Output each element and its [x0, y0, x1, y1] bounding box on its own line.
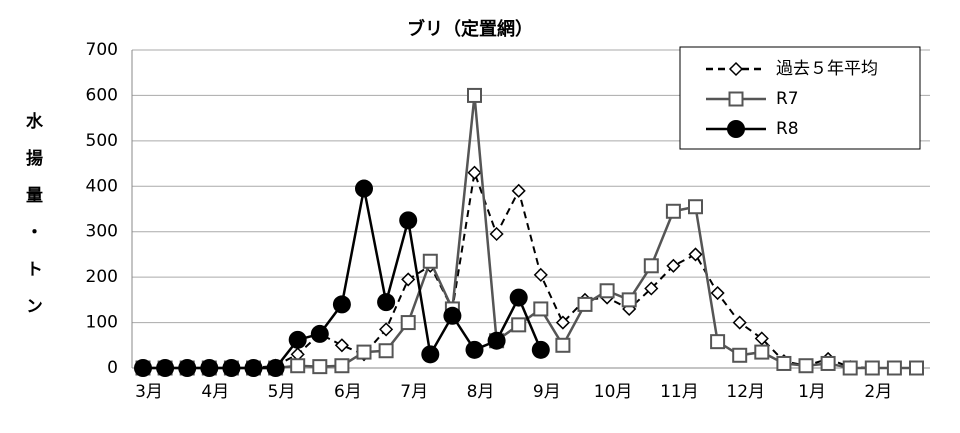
data-point [688, 247, 703, 262]
data-point [421, 345, 440, 364]
data-point [266, 359, 285, 377]
data-point [379, 322, 394, 337]
data-point [487, 331, 506, 350]
data-point [244, 359, 263, 377]
data-point [400, 315, 416, 331]
data-point [465, 340, 484, 359]
x-tick-label: 12月 [726, 382, 765, 402]
data-point [334, 338, 349, 353]
legend-label: R7 [776, 89, 799, 109]
data-point [222, 359, 241, 377]
data-point [643, 258, 659, 274]
data-point [489, 226, 504, 242]
data-point [555, 315, 570, 330]
data-point [531, 340, 550, 359]
chart-title: ブリ（定置網） [407, 18, 533, 40]
legend-marker [728, 61, 744, 77]
data-point [820, 355, 836, 371]
data-point [332, 295, 351, 314]
data-point [909, 360, 924, 376]
data-point [401, 272, 416, 287]
data-point [599, 283, 615, 299]
data-point [467, 165, 482, 180]
data-point [511, 183, 526, 198]
x-tick-label: 6月 [334, 382, 362, 402]
legend-marker [728, 91, 744, 107]
data-point [377, 293, 396, 312]
data-point [533, 301, 549, 317]
data-point [290, 358, 306, 374]
data-point [312, 359, 328, 375]
data-point [864, 360, 880, 376]
y-axis-label: 水揚量・トン [22, 112, 42, 334]
data-point [688, 199, 703, 215]
data-point [134, 359, 152, 377]
data-point [334, 358, 350, 374]
data-point [511, 317, 527, 333]
x-tick-label: 2月 [864, 382, 892, 402]
data-point [156, 359, 175, 377]
data-point [555, 337, 571, 353]
y-tick-label: 600 [86, 85, 118, 105]
x-tick-label: 5月 [268, 382, 296, 402]
data-point [577, 296, 593, 312]
data-point [509, 288, 528, 307]
data-point [467, 87, 482, 103]
y-tick-label: 400 [86, 176, 118, 196]
data-point [288, 330, 307, 349]
legend-marker [727, 120, 745, 138]
y-tick-label: 100 [86, 313, 118, 333]
x-tick-label: 10月 [594, 382, 633, 402]
data-point [178, 359, 197, 377]
data-point [644, 281, 659, 296]
data-point [356, 344, 372, 360]
y-tick-label: 200 [86, 267, 118, 287]
data-point [710, 334, 726, 350]
series-line [143, 168, 917, 369]
data-point [842, 360, 858, 376]
data-point [533, 267, 548, 282]
data-point [886, 360, 902, 376]
data-point [378, 343, 394, 359]
data-point [200, 359, 219, 377]
data-point [754, 344, 770, 360]
data-point [732, 347, 748, 363]
data-point [710, 285, 725, 301]
x-tick-label: 3月 [135, 382, 163, 402]
x-tick-label: 4月 [201, 382, 229, 402]
data-point [666, 258, 681, 273]
x-tick-label: 8月 [467, 382, 495, 402]
data-point [798, 358, 814, 374]
y-tick-label: 0 [107, 358, 118, 378]
x-tick-label: 7月 [400, 382, 428, 402]
data-point [754, 331, 769, 346]
legend-label: 過去５年平均 [776, 59, 878, 79]
data-point [310, 324, 329, 343]
y-tick-label: 700 [86, 40, 118, 60]
x-tick-label: 1月 [798, 382, 826, 402]
data-point [443, 306, 462, 325]
data-point [355, 179, 373, 198]
y-tick-label: 500 [86, 131, 118, 151]
data-point [621, 292, 637, 308]
data-point [732, 315, 747, 330]
data-point [776, 355, 792, 371]
x-tick-label: 9月 [533, 382, 561, 402]
data-point [665, 203, 681, 219]
data-point [399, 211, 418, 230]
legend-label: R8 [776, 119, 799, 139]
y-tick-label: 300 [86, 222, 118, 242]
data-point [422, 253, 438, 269]
x-tick-label: 11月 [660, 382, 699, 402]
